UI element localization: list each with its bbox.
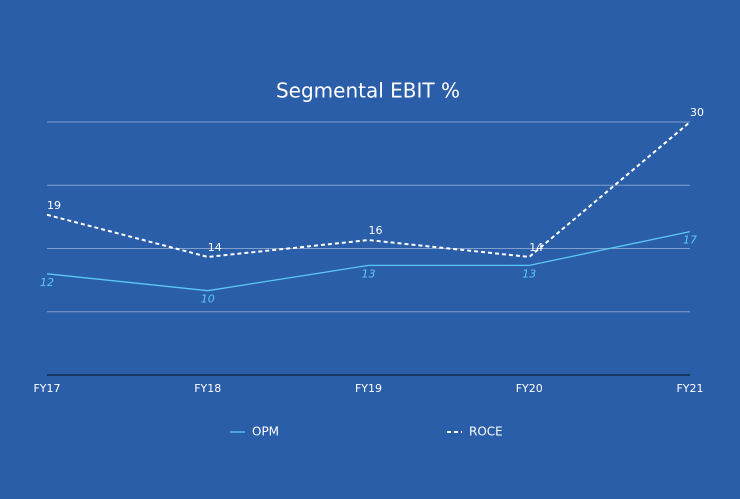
data-label: 17 [683,234,697,247]
data-label: 13 [362,267,376,280]
chart-title: Segmental EBIT % [276,79,460,103]
x-tick-label: FY20 [516,382,543,395]
legend-label: ROCE [469,425,503,439]
series-line [46,230,691,292]
data-label: 14 [208,241,222,254]
data-label: 30 [690,106,704,119]
x-tick-label: FY19 [355,382,382,395]
x-tick-label: FY17 [33,382,60,395]
data-label: 19 [47,199,61,212]
data-label: 10 [201,293,215,306]
data-label: 14 [529,241,543,254]
data-label: 12 [40,276,54,289]
legend-label: OPM [252,425,279,439]
data-label: 13 [522,267,536,280]
data-label: 16 [369,224,383,237]
x-tick-label: FY21 [676,382,703,395]
x-tick-label: FY18 [194,382,221,395]
